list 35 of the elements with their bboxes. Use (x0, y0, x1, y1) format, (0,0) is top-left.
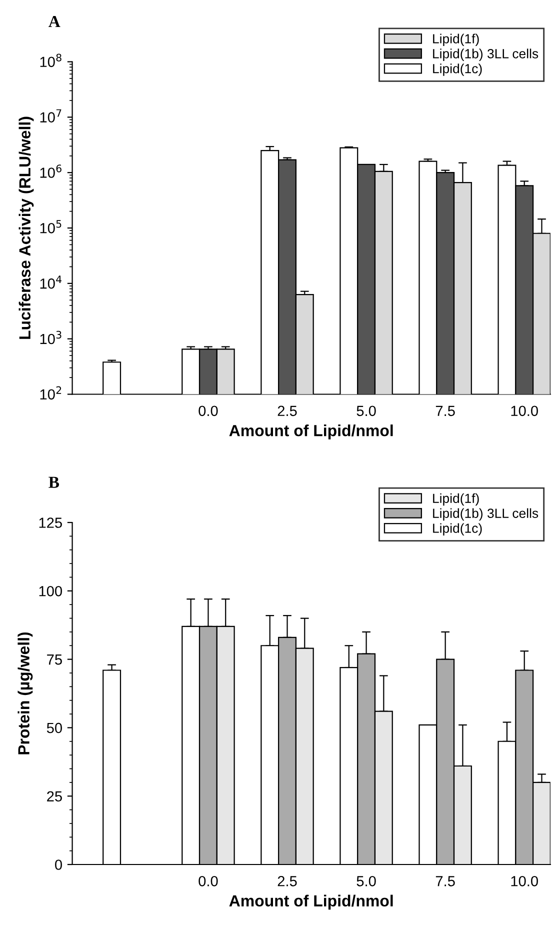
x-tick-label: 7.5 (436, 406, 455, 416)
y-tick-label: 10$^{8}$ (40, 54, 62, 68)
y-axis-title: Protein (µg/well) (18, 632, 33, 754)
x-tick-label: 0.0 (198, 406, 218, 416)
chart-title: B (48, 476, 60, 488)
y-tick-label: 10$^{7}$ (40, 109, 62, 122)
x-tick-label: 5.0 (356, 876, 376, 886)
x-axis-title: Amount of Lipid/nmol (229, 424, 393, 440)
x-tick-label: 2.5 (278, 876, 297, 886)
legend-label: Lipid(1b) 3LL cells (433, 48, 538, 61)
y-tick-label: 25 (47, 791, 62, 802)
y-axis-title: Luciferase Activity (RLU/well) (18, 116, 34, 339)
y-tick-label: 10$^{5}$ (40, 220, 62, 234)
x-axis-title: Amount of Lipid/nmol (229, 894, 393, 910)
y-tick-label: 125 (39, 518, 62, 528)
y-tick-label: 100 (39, 586, 62, 596)
y-tick-label: 75 (47, 654, 62, 665)
x-tick-label: 5.0 (356, 406, 376, 416)
legend-label: Lipid(1f) (433, 34, 479, 46)
legend-label: Lipid(1c) (433, 523, 482, 536)
x-tick-label: 10.0 (511, 876, 538, 886)
x-tick-label: 2.5 (278, 406, 297, 416)
x-tick-label: 0.0 (198, 876, 218, 886)
x-tick-label: 7.5 (436, 876, 455, 886)
y-tick-label: 10$^{2}$ (40, 386, 62, 400)
chart-title: A (48, 16, 60, 28)
legend-label: Lipid(1b) 3LL cells (433, 508, 538, 521)
y-tick-label: 10$^{3}$ (40, 330, 62, 344)
y-tick-label: 10$^{6}$ (40, 164, 62, 178)
y-tick-label: 0 (55, 860, 62, 870)
y-tick-label: 50 (46, 722, 62, 734)
x-tick-label: 10.0 (511, 406, 538, 416)
y-tick-label: 10$^{4}$ (40, 276, 62, 289)
legend-label: Lipid(1f) (433, 493, 479, 506)
legend-label: Lipid(1c) (433, 64, 482, 76)
